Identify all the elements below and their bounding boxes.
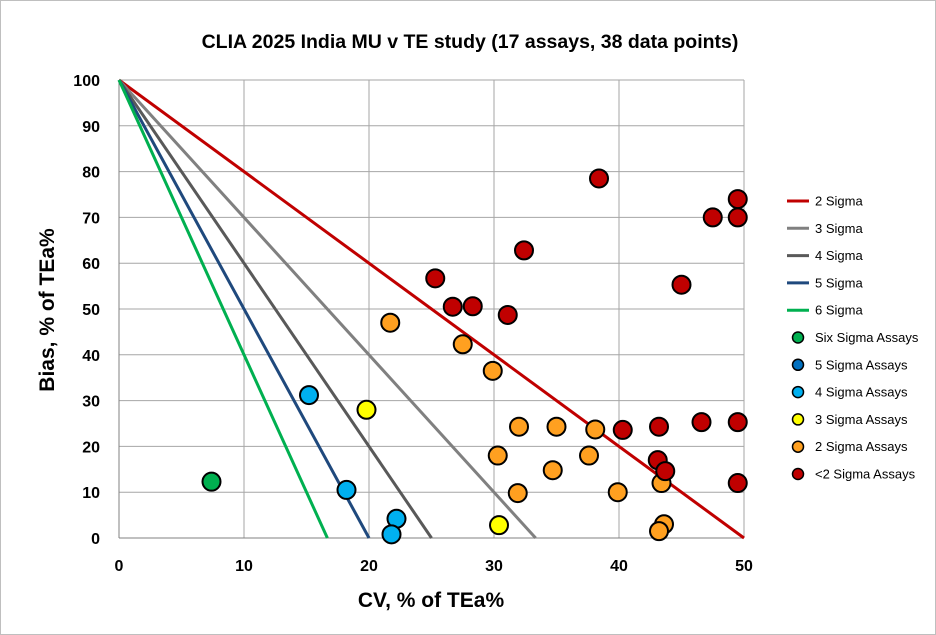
y-tick-label: 100	[73, 73, 100, 90]
legend-marker-swatch	[791, 331, 805, 344]
sigma-line	[118, 78, 745, 540]
data-point	[612, 419, 633, 440]
legend-label: 6 Sigma	[815, 303, 863, 318]
y-tick-label: 60	[82, 256, 100, 273]
data-point	[514, 240, 534, 261]
data-point	[442, 296, 463, 317]
data-point	[702, 207, 723, 228]
x-axis-label: CV, % of TEa%	[358, 589, 505, 612]
data-point	[452, 334, 473, 355]
x-tick-label: 20	[360, 558, 378, 575]
data-point	[380, 312, 401, 333]
data-point	[542, 460, 563, 481]
sigma-line	[117, 79, 329, 539]
sigma-line	[117, 79, 371, 539]
y-tick-label: 90	[82, 119, 100, 136]
legend-label: 2 Sigma Assays	[815, 439, 908, 454]
data-point	[201, 471, 222, 492]
data-point	[482, 360, 503, 381]
y-tick-label: 20	[82, 439, 100, 456]
x-tick-label: 40	[610, 558, 628, 575]
legend-label: 4 Sigma Assays	[815, 385, 908, 400]
data-point	[425, 268, 446, 289]
chart-title: CLIA 2025 India MU v TE study (17 assays…	[202, 31, 739, 53]
data-point	[671, 274, 692, 295]
data-point	[585, 419, 606, 440]
x-tick-label: 10	[235, 558, 253, 575]
legend-label: Six Sigma Assays	[815, 330, 919, 345]
axis-ticks: 0 10 20 30 40 50 0 10 20 30 40 50 60 70 80 90 100	[73, 73, 753, 575]
legend-marker-swatch	[791, 413, 805, 426]
data-point	[381, 524, 402, 545]
data-point	[727, 207, 748, 228]
legend-label: 2 Sigma	[815, 194, 863, 209]
y-tick-label: 0	[91, 531, 100, 548]
data-point	[727, 412, 748, 433]
sigma-line	[117, 79, 433, 539]
data-point	[509, 416, 529, 437]
data-points	[201, 168, 748, 545]
data-point	[487, 445, 508, 466]
data-point	[727, 189, 748, 210]
legend: 2 Sigma 3 Sigma 4 Sigma 5 Sigma 6 Sigma Six S…	[787, 194, 919, 482]
y-axis-label: Bias, % of TEa%	[36, 228, 59, 392]
data-point	[497, 304, 518, 325]
legend-label: 5 Sigma Assays	[815, 357, 908, 372]
data-point	[589, 168, 609, 189]
y-tick-label: 10	[82, 485, 100, 502]
data-point	[299, 385, 319, 406]
legend-marker-swatch	[791, 467, 805, 481]
data-point	[579, 445, 599, 466]
data-point	[727, 473, 748, 494]
data-point	[489, 515, 509, 536]
data-point	[507, 483, 528, 504]
sigma-lines	[117, 78, 745, 540]
y-tick-label: 40	[82, 348, 100, 365]
sigma-line	[117, 78, 537, 540]
data-point	[649, 521, 669, 542]
legend-label: 4 Sigma	[815, 248, 863, 263]
legend-marker-swatch	[791, 358, 805, 372]
data-point	[607, 482, 628, 503]
legend-marker-swatch	[791, 440, 805, 453]
data-point	[691, 412, 712, 433]
y-tick-label: 80	[82, 165, 100, 182]
legend-label: 5 Sigma	[815, 275, 863, 290]
data-point	[462, 296, 483, 317]
legend-label: <2 Sigma Assays	[815, 467, 916, 482]
x-tick-label: 50	[735, 558, 753, 575]
data-point	[649, 416, 669, 437]
y-tick-label: 70	[82, 210, 100, 227]
data-point	[655, 461, 676, 482]
x-tick-label: 30	[485, 558, 503, 575]
data-point	[546, 416, 567, 437]
legend-label: 3 Sigma Assays	[815, 412, 908, 427]
y-tick-label: 30	[82, 394, 100, 411]
legend-label: 3 Sigma	[815, 221, 863, 236]
data-point	[356, 399, 377, 420]
y-tick-label: 50	[82, 302, 100, 319]
legend-marker-swatch	[791, 385, 805, 399]
x-tick-label: 0	[115, 558, 124, 575]
data-point	[336, 479, 357, 500]
